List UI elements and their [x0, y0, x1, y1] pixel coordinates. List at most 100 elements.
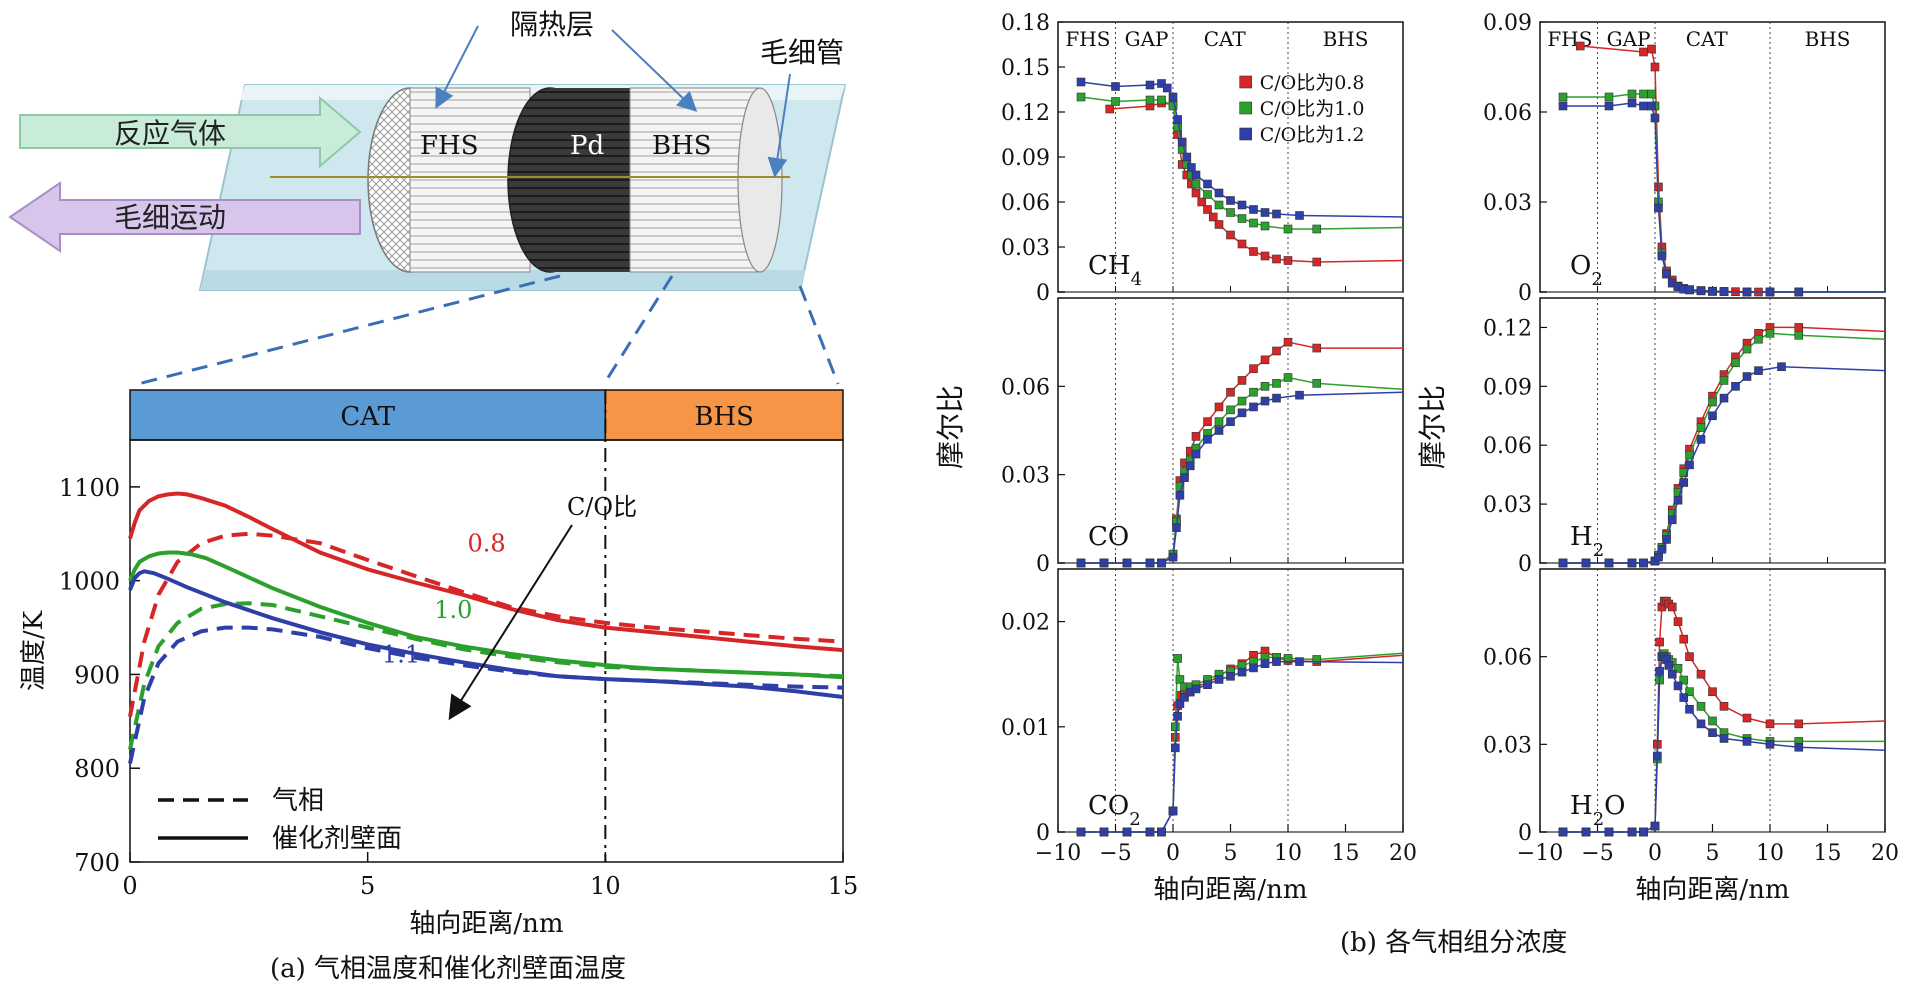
temp-line-1-1-dashed [128, 625, 844, 764]
temperature-chart: CAT BHS 0 5 10 15 700 800 900 1000 1100 轴向距离/nm 温度/K… [19, 389, 859, 939]
data-point [1312, 379, 1322, 388]
data-point [1157, 95, 1166, 105]
temp-line-0-8-dashed [128, 531, 844, 717]
data-point [1662, 269, 1671, 279]
data-point [1667, 602, 1677, 612]
data-point [1283, 224, 1293, 234]
data-point [1754, 366, 1763, 375]
data-point [1731, 382, 1740, 391]
series-line [1081, 391, 1404, 564]
data-point [1765, 287, 1775, 297]
data-point [1679, 675, 1689, 685]
data-point [1708, 728, 1717, 737]
data-point [1667, 669, 1677, 679]
zone-label-bhs: BHS [1805, 27, 1851, 51]
y-tick-label: 0 [1518, 821, 1532, 846]
data-point [1708, 716, 1717, 726]
data-point [1312, 224, 1322, 234]
data-point [1581, 827, 1591, 837]
data-point [1655, 637, 1664, 647]
data-point [1157, 827, 1166, 837]
data-point [1719, 376, 1729, 385]
data-point [1249, 663, 1258, 673]
arrow-label: C/O比 [567, 493, 637, 521]
x-tick-label: 5 [1706, 841, 1720, 866]
data-point [1203, 190, 1212, 199]
data-point [1157, 79, 1166, 88]
species-label: O2 [1570, 251, 1603, 290]
x-tick-label: −10 [1035, 841, 1081, 866]
data-point [1272, 379, 1281, 388]
x-tick-label: 10 [1274, 841, 1302, 866]
data-point [1604, 101, 1614, 111]
panel-h2o: 0 0.03 0.06 −10 −5 0 5 10 15 20 轴向距离/nm H2O [1483, 568, 1899, 905]
legend-label: C/O比为1.0 [1260, 98, 1365, 120]
y-tick-label: 900 [74, 661, 120, 689]
temp-line-1-1-solid [128, 569, 844, 699]
data-point [1708, 397, 1717, 407]
x-tick-label: 15 [1814, 841, 1842, 866]
data-point [1754, 334, 1763, 344]
data-point [1794, 719, 1804, 729]
x-tick-label: 0 [122, 872, 137, 900]
data-point [1237, 200, 1247, 210]
series-line [1563, 93, 1885, 293]
data-point [1203, 417, 1212, 426]
species-label: H2 [1570, 522, 1604, 561]
data-point [1312, 655, 1322, 664]
zone-label-bhs: BHS [1323, 27, 1369, 51]
data-point [1175, 482, 1185, 491]
data-point [1639, 827, 1648, 837]
legend-label: 气相 [272, 786, 324, 816]
y-tick-label: 0.06 [1483, 646, 1532, 671]
y-tick-label: 0.18 [1001, 11, 1050, 36]
data-point [1639, 101, 1648, 111]
curve-label: 1.0 [434, 596, 472, 624]
data-point [1175, 699, 1185, 708]
data-point [1226, 387, 1235, 397]
legend-label: C/O比为1.2 [1260, 124, 1365, 146]
data-point [1272, 254, 1281, 264]
data-point [1765, 740, 1775, 749]
series-line [1563, 102, 1885, 293]
data-point [1794, 287, 1804, 297]
data-point [1272, 657, 1281, 666]
capillary-motion-label: 毛细运动 [114, 201, 226, 234]
data-point [1295, 657, 1304, 666]
data-point [1742, 713, 1752, 723]
data-point [1177, 137, 1187, 147]
data-point [1157, 558, 1166, 568]
data-point [1214, 188, 1224, 198]
y-tick-label: 800 [74, 755, 120, 783]
species-label: CO2 [1088, 791, 1141, 830]
data-point [1742, 287, 1752, 297]
x-tick-label: 15 [828, 872, 859, 900]
zone-label-gap: GAP [1125, 27, 1169, 51]
data-point [1673, 664, 1683, 673]
data-point [1283, 654, 1293, 663]
y-tick-label: 0.02 [1001, 611, 1050, 636]
data-point [1260, 382, 1270, 391]
data-point [1237, 376, 1247, 385]
data-point [1237, 396, 1247, 406]
data-point [1076, 827, 1086, 837]
data-point [1581, 558, 1591, 568]
data-point [1627, 98, 1637, 108]
data-point [1226, 417, 1235, 426]
legend-marker [1239, 127, 1252, 141]
data-point [1203, 205, 1212, 214]
x-tick-label: −5 [1581, 841, 1613, 866]
x-tick-label: 15 [1332, 841, 1360, 866]
data-point [1145, 80, 1155, 90]
series-line [1563, 332, 1886, 564]
insulation-pointer-right [611, 29, 698, 112]
data-point [1226, 672, 1235, 681]
data-point [1260, 396, 1270, 406]
data-point [1765, 329, 1775, 338]
data-point [1180, 473, 1189, 482]
x-tick-label: 0 [1166, 841, 1180, 866]
y-tick-label: 0 [1518, 281, 1532, 306]
data-point [1708, 687, 1717, 697]
data-point [1237, 239, 1247, 249]
